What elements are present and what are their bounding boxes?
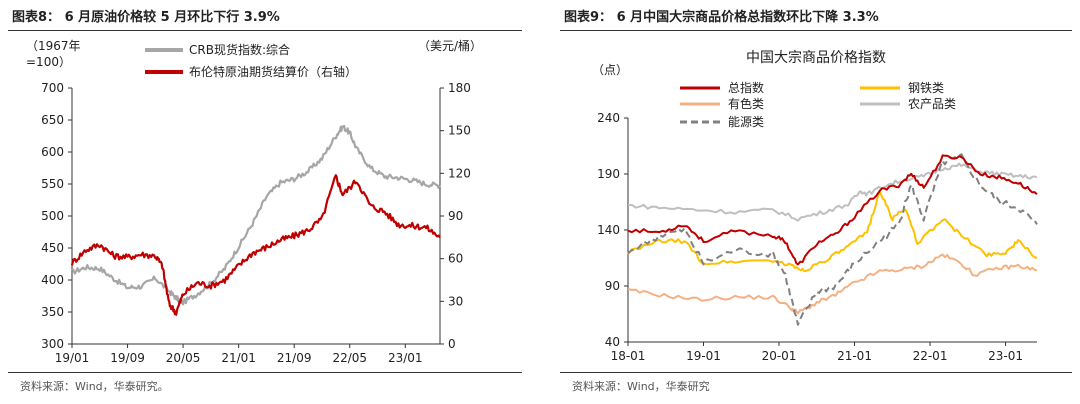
y-left-tick-label: 550: [41, 177, 64, 191]
left-line-chart: 300 350 400 450 500 550 600 650 700 0 30 60 90 120 150…: [26, 38, 482, 365]
x-tick-label: 18-01: [611, 349, 646, 363]
chart-inner-title: 中国大宗商品价格指数: [746, 50, 886, 66]
y-tick-label: 240: [597, 111, 620, 125]
y-left-unit-label: （1967年=100）: [26, 39, 81, 69]
legend-entry: 总指数: [728, 80, 764, 95]
x-tick-label: 19-01: [686, 349, 721, 363]
right-chart-panel: 图表9： 6 月中国大宗商品价格总指数环比下降 3.3% 中国大宗商品价格指数 （…: [552, 0, 1080, 404]
right-source-rule: [560, 372, 1072, 373]
left-title-rule: [8, 30, 522, 31]
y-right-tick-label: 120: [448, 166, 471, 180]
legend-entry: 能源类: [728, 115, 764, 129]
agri-index-line: [628, 162, 1038, 222]
left-source-note: 资料来源：Wind，华泰研究。: [20, 380, 169, 393]
x-tick-label: 22/05: [332, 351, 367, 365]
y-right-tick-label: 150: [448, 124, 471, 138]
x-tick-label: 23/01: [388, 351, 423, 365]
x-tick-label: 21/09: [277, 351, 312, 365]
x-tick-label: 20/05: [166, 351, 201, 365]
y-left-tick-label: 350: [41, 305, 64, 319]
y-tick-label: 40: [605, 335, 620, 349]
right-line-chart: 中国大宗商品价格指数 （点） 40 90 140 190 240 18-01 19-01 20-0…: [592, 50, 1038, 363]
x-tick-label: 19/01: [55, 351, 90, 365]
left-chart-panel: 图表8： 6 月原油价格较 5 月环比下行 3.9% 300 350 400 450 5…: [0, 0, 530, 404]
y-left-tick-label: 700: [41, 81, 64, 95]
y-tick-label: 190: [597, 167, 620, 181]
legend-entry: 有色类: [728, 97, 764, 111]
legend-entry: 钢铁类: [908, 81, 944, 95]
y-right-unit-label: （美元/桶）: [418, 38, 482, 53]
x-tick-label: 21/01: [221, 351, 256, 365]
x-tick-label: 20-01: [762, 349, 797, 363]
left-source-rule: [8, 372, 522, 373]
x-tick-label: 21-01: [837, 349, 872, 363]
legend-entry: 农产品类: [908, 97, 956, 111]
right-source-note: 资料来源：Wind，华泰研究: [572, 380, 710, 393]
y-right-tick-label: 30: [448, 294, 463, 308]
y-left-tick-label: 450: [41, 241, 64, 255]
y-left-tick-label: 650: [41, 113, 64, 127]
x-tick-label: 22-01: [913, 349, 948, 363]
right-title-rule: [560, 30, 1072, 31]
y-right-tick-label: 180: [448, 81, 471, 95]
brent-crude-line: [70, 174, 441, 316]
y-left-tick-label: 600: [41, 145, 64, 159]
y-unit-label: （点）: [592, 63, 628, 77]
steel-index-line: [627, 191, 1038, 273]
right-chart-title: 图表9： 6 月中国大宗商品价格总指数环比下降 3.3%: [564, 10, 879, 25]
total-index-line: [627, 154, 1038, 266]
legend-entry: 布伦特原油期货结算价（右轴）: [189, 64, 357, 79]
y-right-tick-label: 60: [448, 252, 463, 266]
y-right-tick-label: 90: [448, 209, 463, 223]
left-chart-title: 图表8： 6 月原油价格较 5 月环比下行 3.9%: [12, 10, 280, 25]
y-left-tick-label: 500: [41, 209, 64, 223]
y-tick-label: 140: [597, 223, 620, 237]
x-tick-label: 19/09: [110, 351, 145, 365]
crb-index-line: [71, 124, 441, 306]
legend-entry: CRB现货指数:综合: [189, 42, 290, 57]
y-left-tick-label: 400: [41, 273, 64, 287]
nonferrous-index-line: [627, 253, 1038, 315]
x-tick-label: 23-01: [988, 349, 1023, 363]
y-right-tick-label: 0: [448, 337, 456, 351]
y-left-tick-label: 300: [41, 337, 64, 351]
y-tick-label: 90: [605, 279, 620, 293]
